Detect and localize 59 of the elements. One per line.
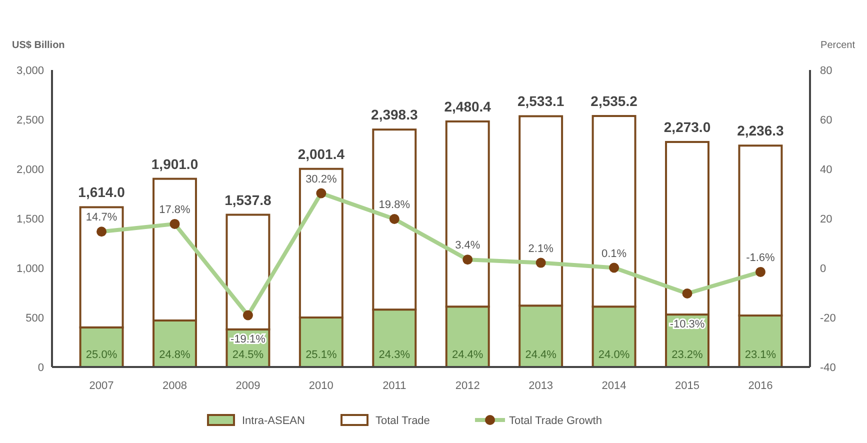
legend-label: Total Trade bbox=[376, 415, 430, 427]
total-label: 2,533.1 bbox=[517, 93, 564, 110]
data-label: 2.1% bbox=[528, 242, 554, 255]
y-tick-label: 1,000 bbox=[16, 263, 44, 275]
x-tick-label: 2015 bbox=[675, 380, 700, 392]
y-tick-label: 3,000 bbox=[16, 65, 44, 77]
total-label: 2,535.2 bbox=[590, 93, 638, 110]
y2-tick-label: 60 bbox=[820, 114, 832, 126]
x-tick-label: 2014 bbox=[602, 380, 626, 392]
legend-label: Intra-ASEAN bbox=[242, 415, 306, 427]
x-tick-label: 2016 bbox=[748, 380, 773, 392]
x-tick-label: 2012 bbox=[455, 380, 480, 392]
data-label: 3.4% bbox=[455, 240, 480, 252]
data-label: 14.7% bbox=[86, 212, 118, 224]
total-label: 1,537.8 bbox=[224, 192, 272, 208]
annotation: 24.4% bbox=[452, 349, 484, 361]
y2-tick-label: -40 bbox=[820, 362, 836, 374]
data-label: 19.8% bbox=[378, 198, 410, 211]
total-label: 1,614.0 bbox=[78, 184, 126, 200]
data-label: 30.2% bbox=[306, 173, 337, 186]
y-tick-label: 2,000 bbox=[16, 164, 44, 176]
annotation: 25.1% bbox=[306, 349, 337, 361]
y2-tick-label: 0 bbox=[820, 263, 826, 275]
data-label: -1.6% bbox=[746, 252, 776, 264]
total-label: 2,273.0 bbox=[664, 118, 711, 135]
annotation: 23.2% bbox=[672, 349, 704, 361]
x-tick-label: 2009 bbox=[236, 380, 260, 392]
annotation: 24.4% bbox=[525, 349, 557, 361]
y-tick-label: 500 bbox=[26, 312, 44, 324]
total-label: 2,480.4 bbox=[444, 98, 492, 114]
total-label: 2,398.3 bbox=[371, 106, 418, 123]
annotation: 23.1% bbox=[744, 349, 776, 361]
data-label: 0.1% bbox=[601, 248, 627, 260]
x-tick-label: 2013 bbox=[528, 380, 554, 392]
total-label: 1,901.0 bbox=[151, 156, 198, 172]
y2-tick-label: 20 bbox=[820, 214, 832, 226]
annotation: 24.5% bbox=[232, 349, 264, 361]
x-tick-label: 2010 bbox=[308, 380, 334, 392]
annotation: 24.0% bbox=[598, 349, 630, 361]
y2-tick-label: 80 bbox=[820, 65, 832, 77]
y-tick-label: 2,500 bbox=[16, 114, 44, 126]
y2-tick-label: -20 bbox=[820, 312, 836, 324]
legend-label: Total Trade Growth bbox=[509, 415, 602, 427]
x-tick-label: 2011 bbox=[382, 380, 406, 392]
total-label: 2,236.3 bbox=[737, 122, 784, 139]
annotation: 24.8% bbox=[159, 349, 191, 361]
y2-tick-label: 40 bbox=[820, 164, 832, 176]
y2-axis-title: Percent bbox=[820, 40, 856, 51]
y-tick-label: 0 bbox=[38, 362, 44, 374]
total-label: 2,001.4 bbox=[298, 146, 345, 162]
data-label: -19.1% bbox=[230, 333, 266, 346]
data-label: -10.3% bbox=[670, 318, 705, 331]
annotation: 24.3% bbox=[378, 349, 410, 361]
data-label: 17.8% bbox=[159, 204, 191, 216]
x-tick-label: 2007 bbox=[89, 380, 114, 392]
y-axis-title: US$ Billion bbox=[12, 40, 65, 51]
y-tick-label: 1,500 bbox=[16, 214, 44, 226]
x-tick-label: 2008 bbox=[162, 380, 187, 392]
annotation: 25.0% bbox=[86, 349, 118, 361]
